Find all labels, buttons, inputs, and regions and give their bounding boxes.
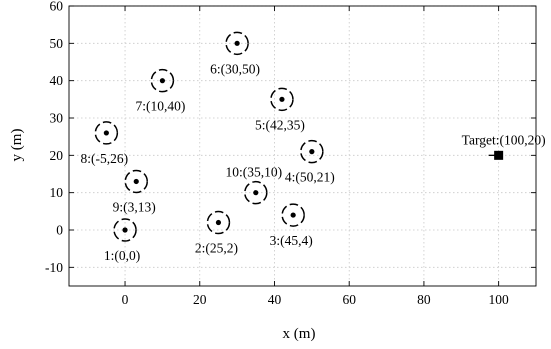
- dashed-range-circle: [244, 180, 268, 205]
- label-layer: 1:(0,0) 2:(25,2) 3:(45,4) 4:(50,21) 5:(42,35…: [81, 61, 546, 263]
- point-label: 1:(0,0): [104, 248, 140, 263]
- target-marker: [488, 150, 504, 160]
- y-tick-label: -10: [45, 260, 63, 275]
- point-dot: [253, 190, 259, 196]
- point-dot: [309, 149, 315, 155]
- dashed-range-circle: [270, 87, 294, 112]
- point-dot: [103, 130, 109, 136]
- tick-layer: 0 20 40 60 80 100 -10 0 10 20 30 40 50 60: [45, 0, 536, 307]
- point-label: 7:(10,40): [135, 99, 185, 114]
- x-tick-label: 80: [417, 292, 431, 307]
- point-marker: [206, 210, 231, 235]
- x-tick-label: 20: [193, 292, 207, 307]
- dashed-range-circle: [94, 121, 119, 145]
- point-dot: [215, 219, 222, 226]
- point-dot: [159, 78, 165, 84]
- point-marker: [270, 87, 294, 112]
- point-label: 2:(25,2): [195, 241, 238, 256]
- y-tick-label: 30: [50, 111, 64, 126]
- x-tick-label: 100: [489, 292, 510, 307]
- point-label: 3:(45,4): [270, 233, 313, 248]
- marker-layer: [94, 31, 504, 242]
- dashed-range-circle: [113, 218, 137, 242]
- y-axis-label: y (m): [9, 129, 25, 162]
- target-label: Target:(100,20): [462, 132, 546, 147]
- point-marker: [150, 68, 175, 93]
- point-marker: [225, 31, 249, 56]
- x-tick-label: 60: [342, 292, 356, 307]
- point-dot: [133, 178, 139, 185]
- dashed-range-circle: [300, 139, 324, 164]
- point-dot: [234, 40, 240, 46]
- point-label: 10:(35,10): [225, 165, 282, 180]
- dashed-range-circle: [225, 31, 249, 56]
- point-marker: [244, 180, 268, 205]
- point-dot: [122, 227, 128, 233]
- point-label: 4:(50,21): [285, 170, 335, 185]
- point-marker: [300, 139, 324, 164]
- x-tick-label: 40: [268, 292, 282, 307]
- y-tick-label: 10: [50, 185, 64, 200]
- dashed-range-circle: [150, 68, 175, 93]
- point-label: 6:(30,50): [210, 61, 260, 76]
- y-tick-label: 20: [50, 148, 64, 163]
- point-label: 8:(-5,26): [81, 151, 129, 166]
- plot-frame: [68, 5, 537, 287]
- y-tick-label: 40: [50, 73, 64, 88]
- point-marker: [281, 203, 305, 227]
- y-tick-label: 60: [50, 0, 64, 14]
- point-label: 9:(3,13): [113, 199, 156, 214]
- dashed-range-circle: [124, 169, 148, 194]
- dashed-range-circle: [206, 210, 231, 235]
- point-dot: [290, 212, 296, 218]
- y-tick-label: 0: [56, 223, 63, 238]
- x-axis-label: x (m): [283, 326, 316, 342]
- point-marker: [94, 121, 119, 145]
- point-marker: [124, 169, 148, 194]
- point-dot: [279, 96, 285, 102]
- y-tick-label: 50: [50, 36, 64, 51]
- target-square: [494, 150, 504, 160]
- point-marker: [113, 218, 137, 242]
- dashed-range-circle: [281, 203, 305, 227]
- point-label: 5:(42,35): [255, 117, 305, 132]
- x-tick-label: 0: [122, 292, 129, 307]
